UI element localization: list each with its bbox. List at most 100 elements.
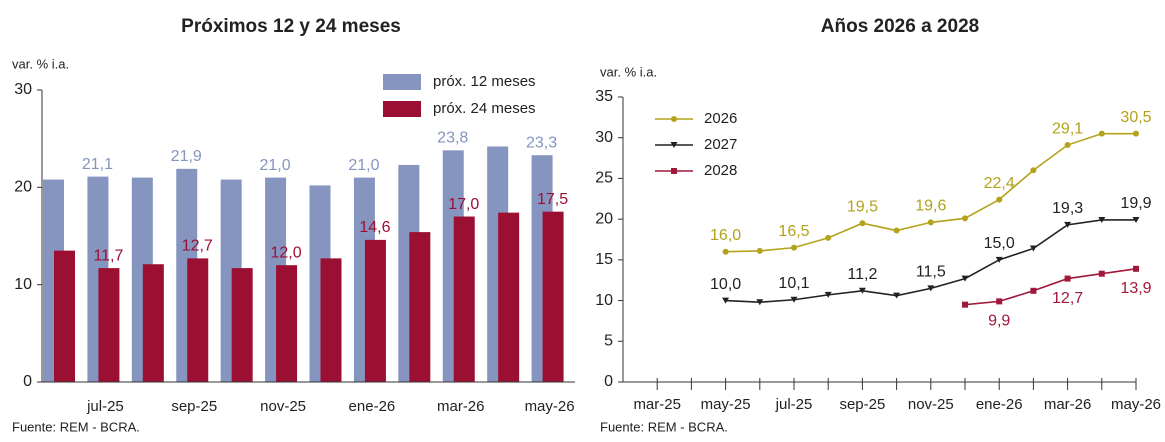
x-tick-label: may-26 (1111, 396, 1161, 413)
marker (722, 248, 729, 255)
y-tick-label: 0 (23, 373, 32, 390)
value-label: 22,4 (984, 175, 1015, 192)
legend-label: próx. 24 meses (433, 100, 536, 117)
value-label: 11,5 (916, 264, 946, 281)
value-label: 17,0 (448, 196, 479, 213)
value-label: 16,0 (710, 227, 741, 244)
marker (1064, 221, 1072, 228)
value-label: 16,5 (778, 223, 809, 240)
y-axis-label: var. % i.a. (600, 64, 657, 79)
value-label: 21,0 (348, 157, 379, 174)
x-tick-label: mar-25 (633, 396, 681, 413)
marker (1133, 265, 1139, 272)
marker (1030, 167, 1037, 174)
line (964, 268, 1137, 306)
value-label: 23,3 (526, 134, 557, 151)
value-label: 30,5 (1120, 109, 1151, 126)
bar (98, 268, 120, 382)
y-tick-label: 10 (14, 276, 32, 293)
x-tick-label: may-26 (525, 398, 575, 415)
marker (1132, 216, 1140, 223)
marker (1098, 216, 1106, 223)
marker (791, 244, 797, 251)
legend-label: próx. 12 meses (433, 73, 536, 90)
bar (142, 264, 164, 382)
value-label: 19,9 (1120, 195, 1151, 212)
y-tick-label: 5 (604, 333, 613, 350)
y-tick-label: 20 (14, 179, 32, 196)
marker (961, 275, 969, 282)
bar (409, 232, 431, 382)
y-tick-label: 10 (595, 292, 613, 309)
marker (670, 142, 678, 148)
value-label: 19,6 (915, 198, 946, 215)
source: Fuente: REM - BCRA. (12, 419, 140, 434)
chart-title: Años 2026 a 2028 (821, 16, 979, 37)
value-label: 12,7 (182, 238, 213, 255)
value-label: 29,1 (1052, 120, 1083, 137)
value-label: 13,9 (1120, 280, 1151, 297)
marker (962, 215, 968, 222)
legend-swatch (383, 101, 421, 117)
y-tick-label: 20 (595, 210, 613, 227)
marker (671, 168, 677, 174)
bar (320, 258, 342, 382)
bar (542, 211, 564, 382)
marker (858, 287, 866, 294)
x-tick-label: nov-25 (908, 396, 954, 413)
x-tick-label: mar-26 (437, 398, 485, 415)
marker (893, 292, 901, 299)
value-label: 12,7 (1052, 290, 1083, 307)
marker (756, 247, 763, 254)
marker (671, 116, 677, 122)
x-tick-label: sep-25 (171, 398, 217, 415)
y-tick-label: 35 (595, 88, 613, 105)
marker (825, 234, 832, 241)
y-axis-label: var. % i.a. (12, 56, 69, 71)
x-tick-label: ene-26 (976, 396, 1023, 413)
value-label: 19,5 (847, 198, 878, 215)
y-tick-label: 25 (595, 170, 613, 187)
x-tick-label: may-25 (701, 396, 751, 413)
marker (1030, 287, 1037, 294)
x-tick-label: mar-26 (1044, 396, 1092, 413)
marker (962, 301, 968, 308)
chart-title: Próximos 12 y 24 meses (181, 16, 401, 37)
marker (893, 227, 900, 234)
x-tick-label: jul-25 (775, 396, 813, 413)
value-label: 9,9 (988, 313, 1010, 330)
value-label: 14,6 (359, 219, 390, 236)
marker (1064, 142, 1071, 149)
value-label: 17,5 (537, 191, 568, 208)
value-label: 19,3 (1052, 200, 1083, 217)
marker (1133, 130, 1139, 137)
marker (824, 291, 832, 298)
marker (995, 256, 1003, 263)
bar (364, 239, 386, 382)
bar (276, 265, 298, 382)
y-tick-label: 30 (14, 81, 32, 98)
marker (1029, 245, 1037, 252)
marker (1064, 275, 1071, 282)
marker (996, 298, 1003, 305)
x-tick-label: jul-25 (86, 398, 124, 415)
x-tick-label: ene-26 (349, 398, 396, 415)
bar (231, 268, 253, 382)
legend-label: 2028 (704, 162, 737, 179)
source: Fuente: REM - BCRA. (600, 419, 728, 434)
bar (54, 250, 75, 382)
value-label: 21,0 (260, 157, 291, 174)
legend-swatch (383, 74, 421, 90)
bar (187, 258, 209, 382)
marker (790, 296, 798, 303)
bar (498, 212, 520, 382)
y-tick-label: 30 (595, 129, 613, 146)
marker (722, 297, 730, 304)
x-tick-label: sep-25 (839, 396, 885, 413)
value-label: 15,0 (984, 235, 1015, 252)
value-label: 23,8 (437, 130, 468, 147)
legend-label: 2026 (704, 110, 737, 127)
marker (927, 285, 935, 292)
value-label: 10,1 (778, 275, 809, 292)
